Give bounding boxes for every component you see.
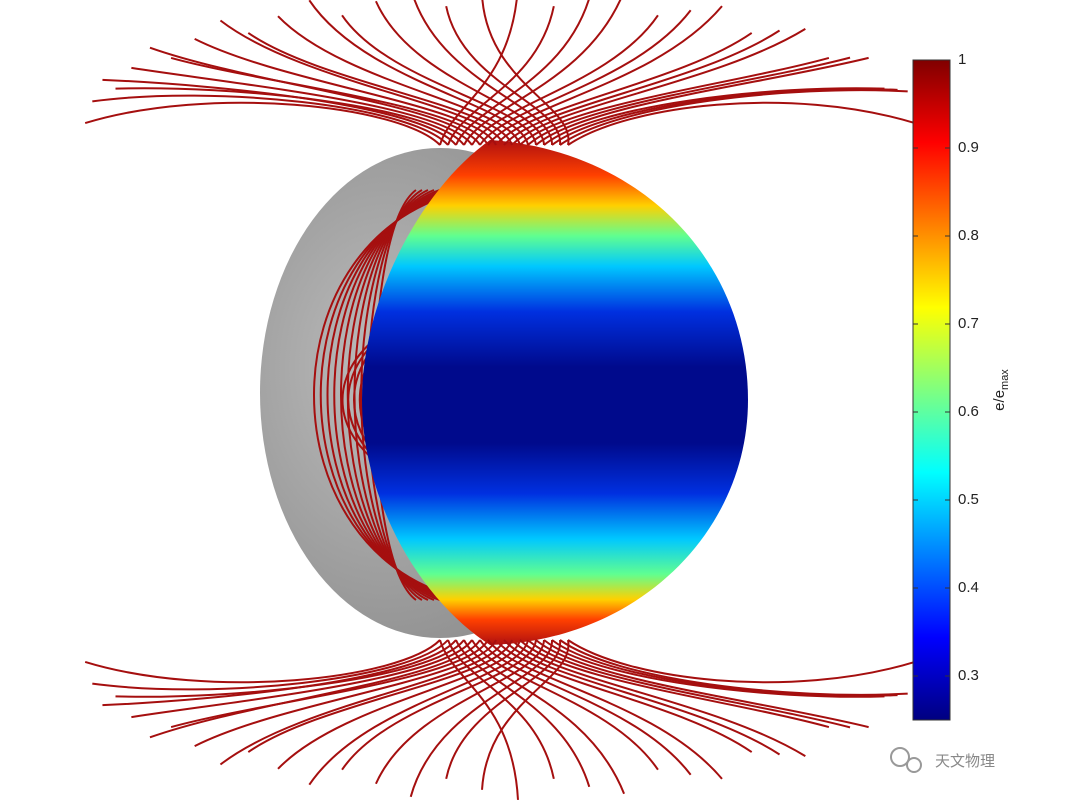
tick-label: 0.5 [958,491,979,508]
field-line [84,101,441,146]
field-line [487,5,723,146]
field-line [219,19,505,146]
field-line [471,14,659,146]
field-line [445,5,562,146]
field-line [131,639,473,719]
field-line [535,56,869,146]
field-line [131,66,473,146]
field-line [219,639,505,766]
colorbar-label: e/emax [991,369,1011,411]
field-line [247,32,513,146]
field-line [170,639,489,729]
field-line [341,639,537,771]
field-line [149,46,481,146]
field-line [487,639,723,780]
watermark: 天文物理 [890,747,995,773]
field-line [511,639,806,757]
field-line [527,56,851,146]
field-line [495,32,753,146]
tick-label: 1 [958,51,966,68]
field-line [551,639,898,697]
field-lines-back [84,0,908,798]
field-line [341,14,537,146]
field-line [551,88,898,146]
field-line [194,639,497,748]
field-lines-front [92,0,916,800]
field-line [194,37,497,146]
field-line [170,56,489,146]
field-line [503,639,781,756]
field-line [308,0,529,146]
field-line [277,15,521,146]
field-line [92,639,449,691]
colorbar [912,59,951,721]
field-line [375,0,545,146]
field-line [277,639,521,770]
field-line [519,56,830,146]
watermark-icon [890,747,910,767]
tick-label: 0.7 [958,315,979,332]
field-line [559,89,908,146]
tick-label: 0.4 [958,579,979,596]
field-line [308,639,529,786]
tick-label: 0.8 [958,227,979,244]
tick-label: 0.3 [958,667,979,684]
field-line [84,639,441,684]
field-line [447,639,555,780]
field-line [439,0,518,146]
field-line [455,0,590,146]
field-line [409,639,554,798]
field-line [455,639,591,788]
field-line [527,639,851,729]
field-line [439,639,519,800]
field-line [567,101,916,146]
field-line [447,5,555,146]
field-line [479,9,692,146]
tick-label: 0.9 [958,139,979,156]
field-line [503,29,781,146]
field-line [479,639,692,776]
field-line [567,639,916,684]
watermark-icon [906,757,922,773]
field-line [413,0,554,146]
field-line [115,639,465,698]
field-line [445,639,562,780]
field-line [92,94,449,146]
field-line [375,639,545,785]
tick-label: 0.6 [958,403,979,420]
field-line [519,639,830,729]
field-line [247,639,513,753]
field-line [559,639,908,696]
colorbar-ticks: 0.3 0.4 0.5 0.6 0.7 0.8 0.9 1 [913,51,979,684]
field-line [471,639,659,771]
field-line [115,87,465,146]
field-line [463,0,622,146]
field-line [149,639,481,739]
field-line [463,639,625,795]
colored-hemisphere [362,140,748,645]
watermark-text: 天文物理 [935,753,995,770]
field-line [535,639,869,729]
field-line [495,639,753,753]
field-line [511,28,806,146]
